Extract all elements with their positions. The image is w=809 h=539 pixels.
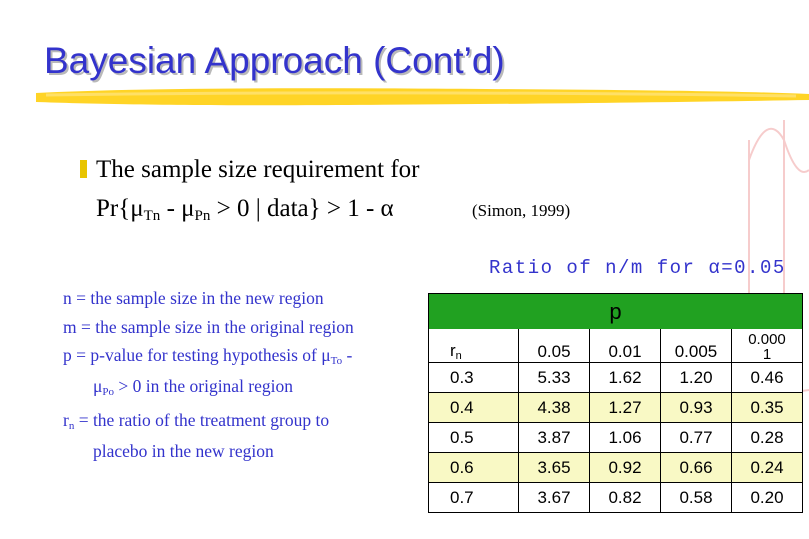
- table-cell: 0.93: [660, 392, 732, 423]
- bullet-text: The sample size requirement for: [96, 156, 420, 183]
- table-row: 0.5 3.87 1.06 0.77 0.28: [428, 422, 803, 453]
- table-cell: 0.24: [731, 452, 803, 483]
- table-cell: 0.92: [589, 452, 661, 483]
- table-caption: Ratio of n/m for α=0.05: [489, 257, 786, 279]
- table-cell: 0.58: [660, 482, 732, 513]
- table-cell: 5.33: [518, 362, 590, 393]
- ratio-table: p rn 0.05 0.01 0.005 0.000 1 0.3 5.33 1.6…: [428, 293, 803, 513]
- column-header: 0.05: [518, 329, 590, 363]
- table-cell: 1.06: [589, 422, 661, 453]
- table-cell: 3.67: [518, 482, 590, 513]
- table-cell: 1.27: [589, 392, 661, 423]
- table-cell: 0.35: [731, 392, 803, 423]
- definition-rn: rn = the ratio of the treatment group to…: [63, 410, 330, 461]
- definition-n: n = the sample size in the new region: [63, 288, 324, 308]
- table-cell: 3.65: [518, 452, 590, 483]
- table-row: 0.4 4.38 1.27 0.93 0.35: [428, 392, 803, 423]
- column-header: 0.000 1: [731, 329, 803, 363]
- table-cell: 3.87: [518, 422, 590, 453]
- probability-formula: Pr{μTn - μPn > 0 | data} > 1 - α: [96, 195, 394, 224]
- bullet-marker: [80, 160, 87, 178]
- rn-cell: 0.4: [428, 392, 519, 423]
- table-cell: 0.77: [660, 422, 732, 453]
- definition-m: m = the sample size in the original regi…: [63, 316, 354, 337]
- title-underline-brush: [36, 88, 809, 106]
- table-cell: 1.20: [660, 362, 732, 393]
- table-cell: 0.46: [731, 362, 803, 393]
- table-row: 0.7 3.67 0.82 0.58 0.20: [428, 482, 803, 513]
- rn-cell: 0.7: [428, 482, 519, 513]
- table-cell: 4.38: [518, 392, 590, 423]
- table-cell: 0.20: [731, 482, 803, 513]
- rn-cell: 0.6: [428, 452, 519, 483]
- table-cell: 1.62: [589, 362, 661, 393]
- column-header: 0.005: [660, 329, 732, 363]
- table-header-p: p: [428, 293, 803, 329]
- citation: (Simon, 1999): [472, 201, 571, 220]
- table-row: 0.6 3.65 0.92 0.66 0.24: [428, 452, 803, 483]
- rn-header-cell: rn: [428, 329, 519, 363]
- slide-title: Bayesian Approach (Cont’d): [44, 40, 505, 81]
- table-header-row: rn 0.05 0.01 0.005 0.000 1: [428, 329, 803, 363]
- rn-cell: 0.3: [428, 362, 519, 393]
- table-cell: 0.66: [660, 452, 732, 483]
- column-header: 0.01: [589, 329, 661, 363]
- table-cell: 0.28: [731, 422, 803, 453]
- definition-p: p = p-value for testing hypothesis of μT…: [63, 345, 353, 398]
- p-header-cell: p: [428, 293, 803, 329]
- table-cell: 0.82: [589, 482, 661, 513]
- table-row: 0.3 5.33 1.62 1.20 0.46: [428, 362, 803, 393]
- definitions-list: n = the sample size in the new region m …: [63, 286, 413, 467]
- rn-cell: 0.5: [428, 422, 519, 453]
